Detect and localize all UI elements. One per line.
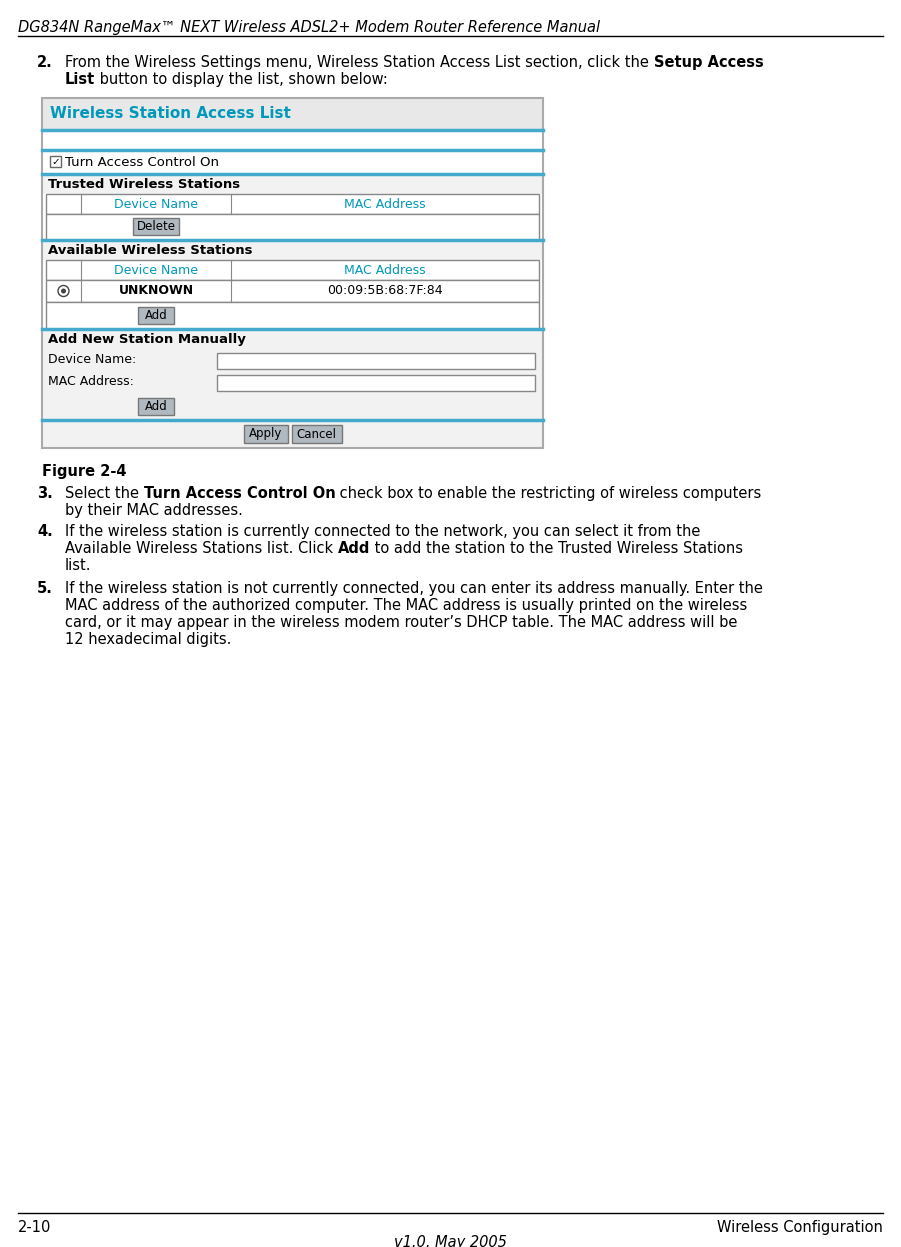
- Bar: [217, 375, 535, 392]
- Bar: [243, 425, 287, 443]
- Bar: [292, 425, 341, 443]
- Bar: [138, 398, 174, 415]
- Text: Figure 2-4: Figure 2-4: [42, 464, 126, 479]
- Text: 2-10: 2-10: [18, 1220, 51, 1235]
- Text: 00:09:5B:68:7F:84: 00:09:5B:68:7F:84: [327, 284, 442, 297]
- Text: 12 hexadecimal digits.: 12 hexadecimal digits.: [65, 632, 232, 647]
- Bar: [138, 307, 174, 324]
- Text: Device Name:: Device Name:: [48, 353, 136, 367]
- Bar: [46, 195, 539, 214]
- Text: list.: list.: [65, 557, 92, 574]
- Text: Turn Access Control On: Turn Access Control On: [143, 486, 335, 501]
- Text: Select the: Select the: [65, 486, 143, 501]
- Bar: [46, 281, 539, 302]
- Bar: [42, 372, 543, 393]
- Text: Add: Add: [145, 400, 168, 413]
- Bar: [42, 349, 543, 372]
- Text: List: List: [65, 72, 96, 87]
- Text: From the Wireless Settings menu, Wireless Station Access List section, click the: From the Wireless Settings menu, Wireles…: [65, 55, 653, 70]
- Text: Cancel: Cancel: [296, 428, 336, 440]
- Bar: [42, 150, 543, 175]
- Text: Wireless Configuration: Wireless Configuration: [717, 1220, 883, 1235]
- Bar: [42, 239, 543, 261]
- Bar: [42, 99, 543, 130]
- Bar: [46, 214, 539, 239]
- Text: v1.0, May 2005: v1.0, May 2005: [394, 1235, 506, 1247]
- Text: 2.: 2.: [37, 55, 53, 70]
- Text: MAC address of the authorized computer. The MAC address is usually printed on th: MAC address of the authorized computer. …: [65, 599, 747, 614]
- Text: 5.: 5.: [37, 581, 53, 596]
- Text: Wireless Station Access List: Wireless Station Access List: [50, 106, 291, 121]
- Bar: [42, 393, 543, 420]
- Text: Available Wireless Stations: Available Wireless Stations: [48, 244, 252, 257]
- Bar: [46, 302, 539, 329]
- Text: by their MAC addresses.: by their MAC addresses.: [65, 503, 243, 518]
- Text: Turn Access Control On: Turn Access Control On: [65, 156, 219, 170]
- Text: 4.: 4.: [37, 524, 53, 539]
- Text: Trusted Wireless Stations: Trusted Wireless Stations: [48, 178, 241, 191]
- Text: If the wireless station is not currently connected, you can enter its address ma: If the wireless station is not currently…: [65, 581, 763, 596]
- Text: MAC Address:: MAC Address:: [48, 375, 134, 388]
- Text: MAC Address: MAC Address: [344, 198, 426, 211]
- Text: check box to enable the restricting of wireless computers: check box to enable the restricting of w…: [335, 486, 761, 501]
- Bar: [42, 130, 543, 150]
- Text: MAC Address: MAC Address: [344, 264, 426, 277]
- Text: Device Name: Device Name: [114, 264, 198, 277]
- Text: ✓: ✓: [51, 157, 59, 167]
- Bar: [42, 99, 543, 448]
- Text: Setup Access: Setup Access: [653, 55, 763, 70]
- Circle shape: [61, 288, 66, 293]
- Text: Delete: Delete: [136, 219, 176, 233]
- Text: to add the station to the Trusted Wireless Stations: to add the station to the Trusted Wirele…: [370, 541, 743, 556]
- Bar: [133, 218, 179, 234]
- Bar: [42, 420, 543, 448]
- Text: If the wireless station is currently connected to the network, you can select it: If the wireless station is currently con…: [65, 524, 700, 539]
- Text: Add: Add: [338, 541, 370, 556]
- Text: button to display the list, shown below:: button to display the list, shown below:: [96, 72, 388, 87]
- Text: DG834N RangeMax™ NEXT Wireless ADSL2+ Modem Router Reference Manual: DG834N RangeMax™ NEXT Wireless ADSL2+ Mo…: [18, 20, 600, 35]
- Bar: [217, 353, 535, 369]
- Text: Add New Station Manually: Add New Station Manually: [48, 333, 246, 345]
- Bar: [50, 156, 61, 167]
- Text: Add: Add: [145, 309, 168, 322]
- Text: Apply: Apply: [249, 428, 282, 440]
- Text: UNKNOWN: UNKNOWN: [118, 284, 194, 297]
- Text: Available Wireless Stations list. Click: Available Wireless Stations list. Click: [65, 541, 338, 556]
- Bar: [42, 175, 543, 195]
- Text: Device Name: Device Name: [114, 198, 198, 211]
- Text: card, or it may appear in the wireless modem router’s DHCP table. The MAC addres: card, or it may appear in the wireless m…: [65, 615, 737, 630]
- Bar: [46, 261, 539, 281]
- Bar: [42, 329, 543, 349]
- Text: 3.: 3.: [37, 486, 53, 501]
